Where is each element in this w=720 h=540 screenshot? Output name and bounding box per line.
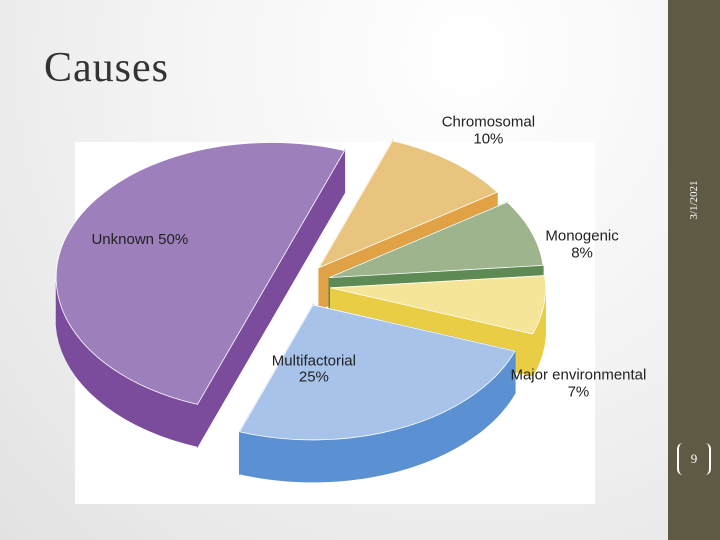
slide-title: Causes bbox=[44, 45, 169, 91]
slice-label: Multifactorial 25% bbox=[272, 353, 356, 386]
slice-top bbox=[238, 304, 516, 441]
page-number-box bbox=[677, 443, 711, 475]
page-number: 9 bbox=[690, 451, 698, 466]
slice-label: Monogenic 8% bbox=[545, 227, 619, 262]
value-label: 7% bbox=[567, 383, 590, 401]
category-label: Unknown bbox=[91, 230, 154, 248]
category-label: Monogenic bbox=[545, 227, 619, 245]
chart bbox=[55, 138, 547, 483]
slide-date: 3/1/2021 bbox=[688, 180, 700, 220]
slice-top bbox=[328, 201, 544, 279]
slice bbox=[238, 303, 516, 483]
slice-label: Major environmental 7% bbox=[510, 366, 647, 401]
slice-label: Unknown 50% bbox=[91, 230, 189, 249]
category-label: Major environmental bbox=[510, 366, 647, 384]
slice bbox=[55, 142, 346, 449]
value-label: 10% bbox=[473, 130, 504, 148]
value-label: 50% bbox=[158, 230, 189, 248]
slice-top bbox=[55, 142, 346, 405]
value-label: 8% bbox=[571, 244, 593, 262]
category-label: Multifactorial bbox=[271, 352, 356, 370]
value-label: 25% bbox=[298, 368, 329, 386]
slice-label: Chromosomal 10% bbox=[441, 113, 536, 148]
slice-top bbox=[330, 275, 546, 335]
slice-top bbox=[318, 140, 498, 269]
sidebar bbox=[668, 0, 720, 540]
category-label: Chromosomal bbox=[441, 113, 536, 131]
